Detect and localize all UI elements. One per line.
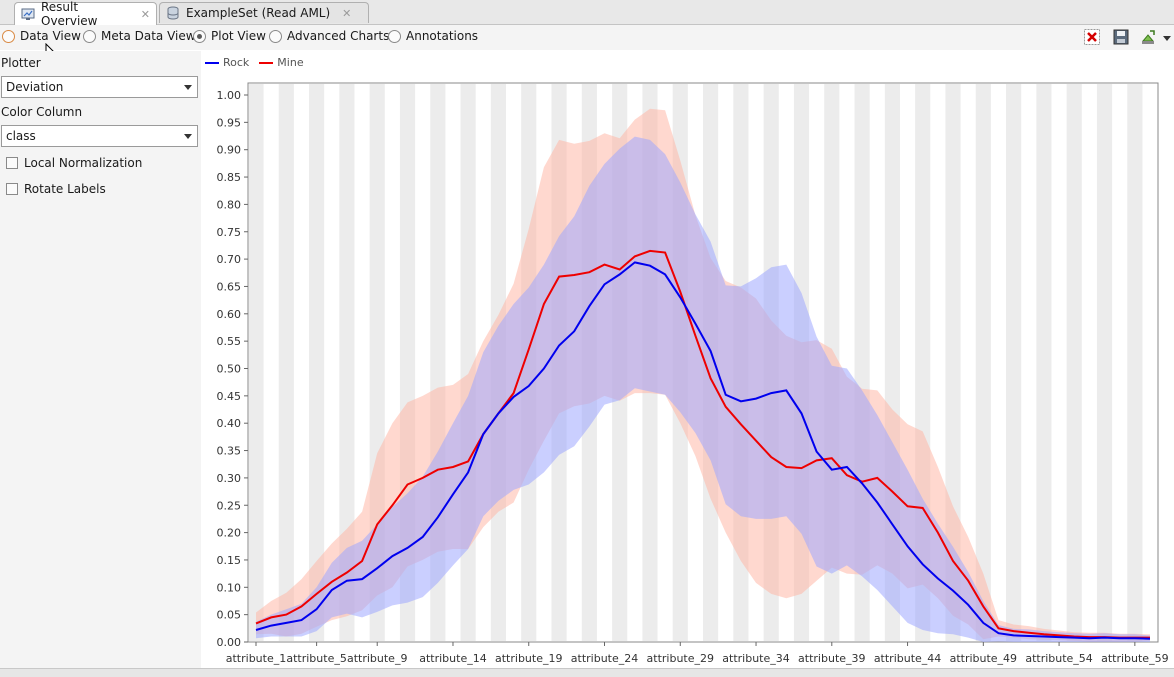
x-tick-label: attribute_19 [495,652,562,665]
grid-stripe [1127,84,1143,641]
radio-circle [2,29,15,43]
chevron-down-icon [184,134,192,139]
x-tick-label: attribute_44 [874,652,941,665]
color-column-select[interactable]: class [1,125,198,147]
radio-circle [388,29,401,43]
y-tick-label: 0.90 [217,144,242,157]
color-column-value: class [6,129,36,143]
radio-meta-data-view[interactable]: Meta Data View [83,29,196,43]
x-tick-label: attribute_5 [286,652,346,665]
database-icon [166,6,180,20]
y-tick-label: 0.25 [217,499,242,512]
view-mode-toolbar: Data View Meta Data View Plot View Advan… [0,25,1174,50]
legend-label: Mine [277,56,304,69]
chevron-down-icon [184,85,192,90]
y-tick-label: 0.05 [217,609,242,622]
grid-stripe [975,84,991,641]
y-tick-label: 0.60 [217,308,242,321]
radio-label: Annotations [406,29,479,43]
grid-stripe [248,84,264,641]
x-tick-label: attribute_54 [1025,652,1092,665]
checkbox-label: Local Normalization [24,156,143,170]
color-column-label: Color Column [1,105,83,119]
plotter-label: Plotter [1,56,41,70]
legend-item-rock: Rock [205,56,249,69]
y-tick-label: 0.70 [217,253,242,266]
x-tick-label: attribute_49 [950,652,1017,665]
series-line-rock [255,261,1151,640]
series-line-mine [255,249,1150,639]
checkbox-box [6,157,18,169]
checkbox-label: Rotate Labels [24,182,106,196]
plotter-value: Deviation [6,80,64,94]
y-tick-label: 0.85 [217,171,242,184]
x-tick-label: attribute_59 [1101,652,1168,665]
plotter-select[interactable]: Deviation [1,76,198,98]
x-tick-label: attribute_39 [798,652,865,665]
y-tick-label: 0.10 [217,581,242,594]
grid-stripe [278,84,294,641]
radio-circle [83,29,96,43]
close-red-x-icon[interactable] [1084,29,1100,45]
radio-circle-selected [193,29,206,43]
y-tick-label: 0.20 [217,527,242,540]
tab-label: ExampleSet (Read AML) [186,6,331,20]
export-icon[interactable] [1140,29,1156,45]
radio-advanced-charts[interactable]: Advanced Charts [269,29,389,43]
y-tick-label: 0.50 [217,363,242,376]
x-tick-label: attribute_14 [419,652,486,665]
result-overview-icon [21,7,35,21]
grid-stripe [339,84,355,641]
grid-stripe [1036,84,1052,641]
y-tick-label: 0.95 [217,116,242,129]
y-tick-label: 0.80 [217,198,242,211]
x-tick-label: attribute_29 [647,652,714,665]
y-tick-label: 0.15 [217,554,242,567]
save-icon[interactable] [1113,29,1129,45]
legend-swatch [259,61,274,64]
grid-stripe [1066,84,1082,641]
grid-stripe [1006,84,1022,641]
legend-item-mine: Mine [259,56,304,69]
close-tab-icon[interactable]: ✕ [342,6,352,20]
local-normalization-checkbox[interactable]: Local Normalization [6,156,142,170]
checkbox-box [6,183,18,195]
grid-stripe [309,84,325,641]
x-tick-label: attribute_9 [347,652,407,665]
y-tick-label: 0.75 [217,226,242,239]
y-tick-label: 1.00 [217,89,242,102]
tab-label: Result Overview [41,0,98,28]
y-tick-label: 0.35 [217,445,242,458]
plot-settings-panel: Plotter Deviation Color Column class Loc… [0,51,201,668]
radio-data-view[interactable]: Data View [2,29,81,43]
radio-plot-view[interactable]: Plot View [193,29,266,43]
rotate-labels-checkbox[interactable]: Rotate Labels [6,182,106,196]
radio-label: Meta Data View [101,29,196,43]
radio-label: Data View [20,29,81,43]
close-tab-icon[interactable]: ✕ [140,7,150,21]
radio-circle [269,29,282,43]
y-tick-label: 0.45 [217,390,242,403]
tab-exampleset[interactable]: ExampleSet (Read AML) ✕ [159,2,369,23]
dropdown-arrow-icon[interactable] [1162,29,1172,45]
legend-swatch [205,61,219,64]
deviation-chart: 0.00 0.05 0.10 0.15 0.20 0.25 0.30 0.35 0.40 0.45… [217,82,1169,665]
y-tick-label: 0.30 [217,472,242,485]
tab-result-overview[interactable]: Result Overview ✕ [14,0,157,28]
tab-bar: Result Overview ✕ ExampleSet (Read AML) … [0,0,1174,28]
x-tick-label: attribute_24 [571,652,638,665]
x-tick-label: attribute_1 [226,652,286,665]
y-tick-label: 0.00 [217,636,242,649]
chart-legend: Rock Mine [205,56,314,69]
radio-annotations[interactable]: Annotations [388,29,478,43]
y-tick-label: 0.65 [217,280,242,293]
grid-stripe [1096,84,1113,641]
y-tick-label: 0.55 [217,335,242,348]
status-bar [0,668,1174,677]
legend-label: Rock [223,56,250,69]
y-tick-label: 0.40 [217,417,242,430]
radio-label: Plot View [211,29,266,43]
radio-label: Advanced Charts [287,29,390,43]
x-tick-label: attribute_34 [722,652,789,665]
